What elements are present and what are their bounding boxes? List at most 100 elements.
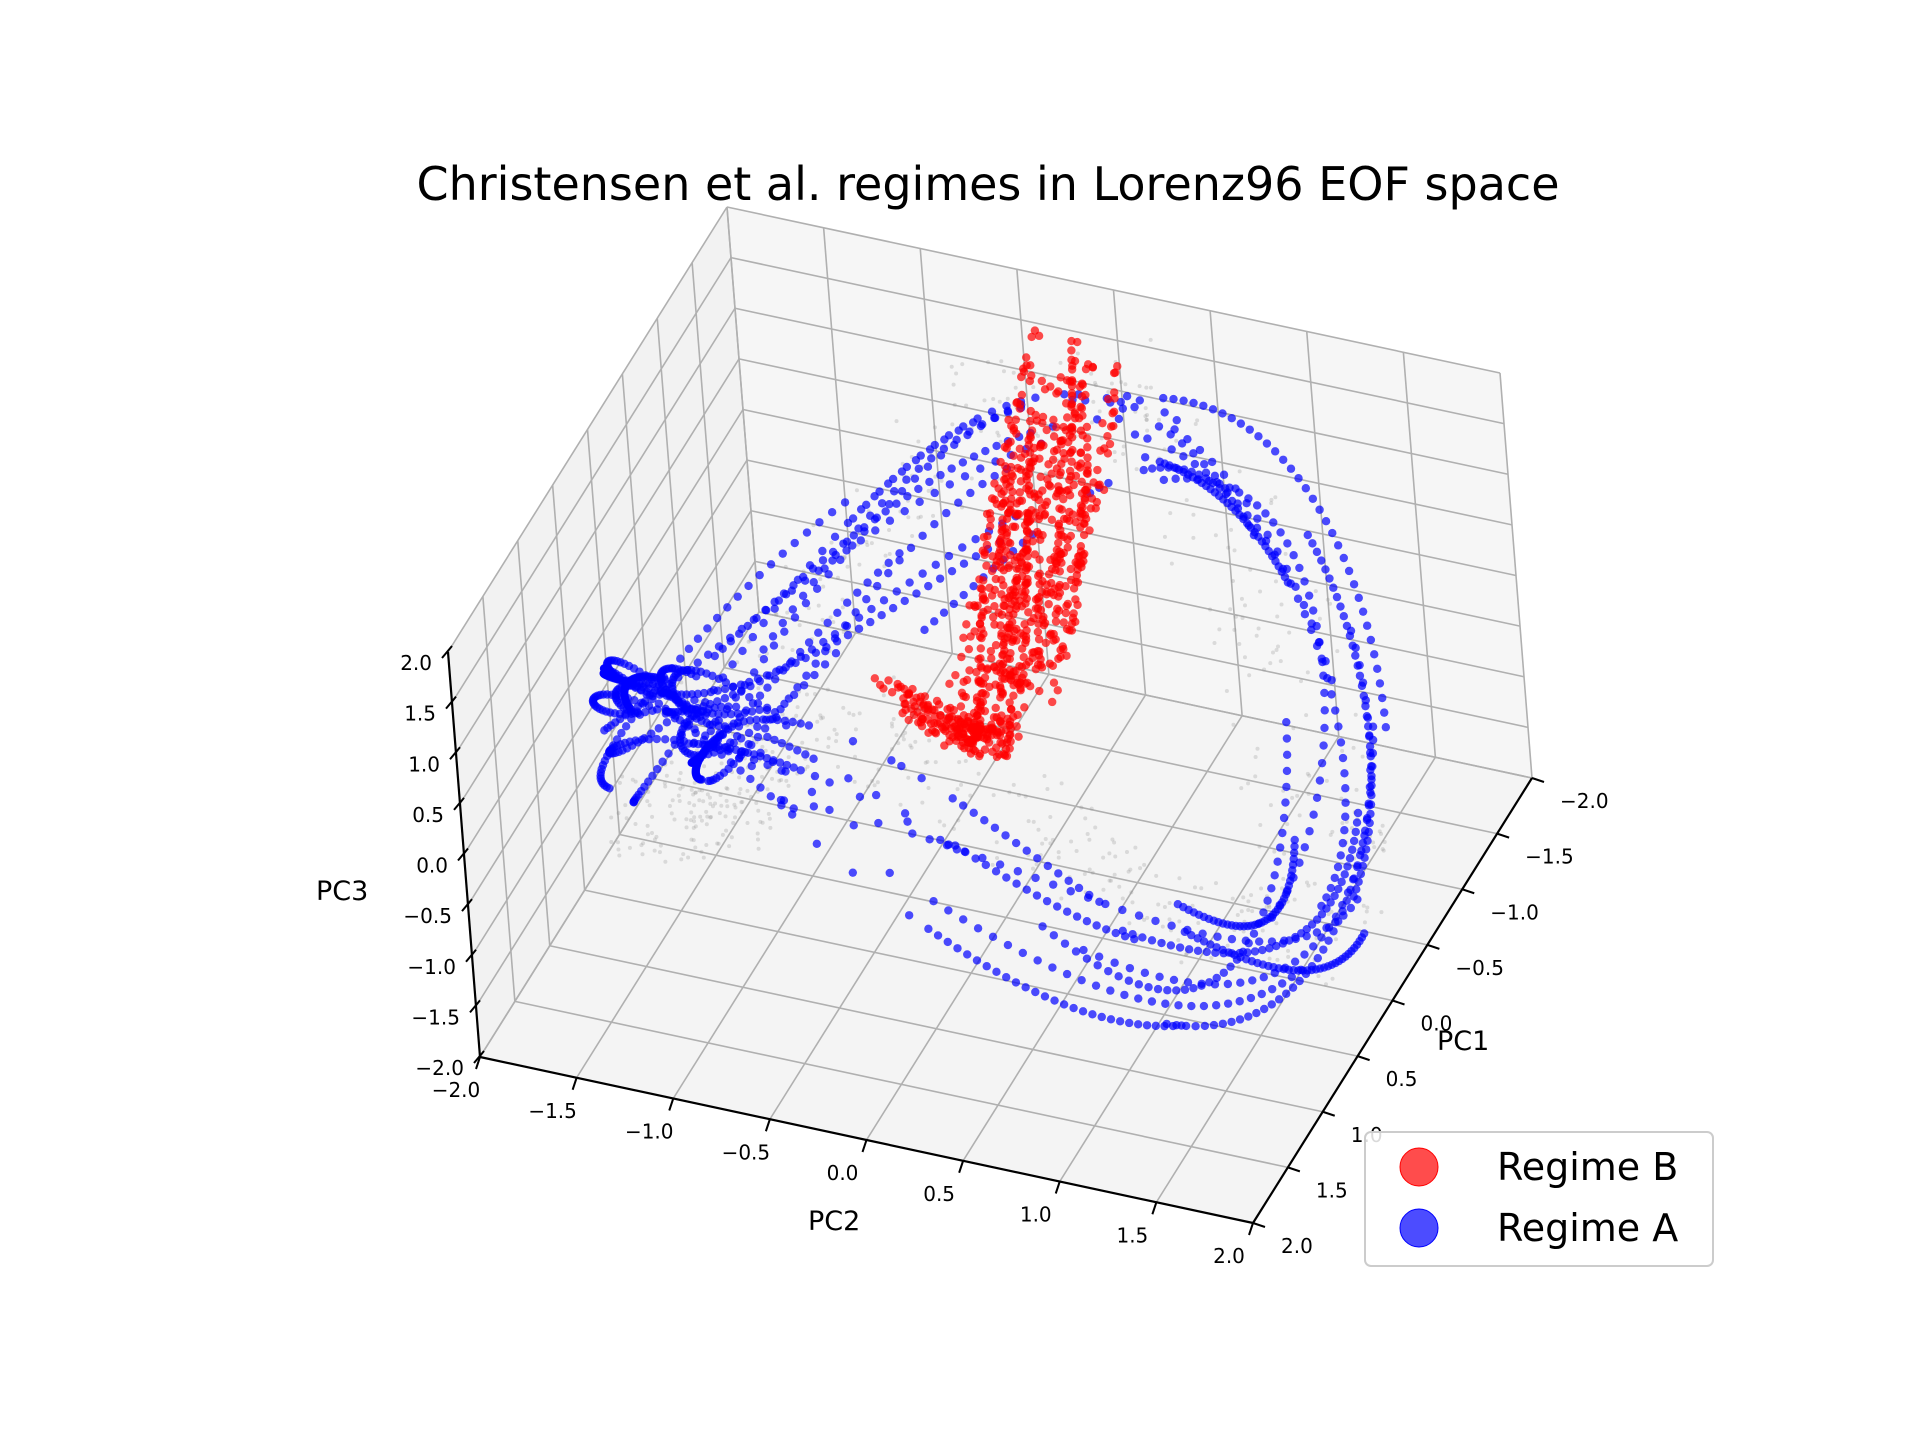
regime-b-point (1009, 633, 1018, 643)
regime-a-point (1200, 1021, 1210, 1031)
regime-a-point (1353, 661, 1362, 670)
regime-a-point (870, 515, 880, 524)
background-point (896, 741, 901, 746)
regime-b-point (1033, 594, 1043, 603)
regime-a-point (1011, 978, 1021, 987)
regime-b-point (899, 694, 908, 703)
regime-a-point (973, 924, 983, 933)
regime-a-point (772, 713, 781, 722)
background-point (906, 515, 911, 520)
z-tick-label: 2.0 (400, 651, 432, 675)
regime-a-point (1104, 478, 1113, 488)
background-point (1107, 851, 1112, 856)
background-point (889, 721, 894, 726)
regime-a-point (1226, 962, 1235, 971)
regime-b-point (996, 621, 1005, 630)
background-point (1246, 907, 1251, 912)
regime-a-point (1022, 846, 1031, 855)
chart-title: Christensen et al. regimes in Lorenz96 E… (417, 157, 1560, 211)
regime-a-point (637, 735, 647, 744)
z-tick (449, 746, 461, 760)
regime-b-point (1054, 538, 1063, 548)
regime-a-point (818, 546, 827, 556)
regime-b-point (1062, 376, 1072, 385)
regime-b-point (1076, 426, 1086, 435)
background-point (1360, 754, 1365, 759)
background-point (1101, 887, 1106, 892)
background-point (933, 760, 938, 765)
regime-b-point (1000, 442, 1010, 452)
regime-b-point (1071, 595, 1080, 604)
regime-a-point (1124, 976, 1134, 985)
regime-a-point (872, 581, 882, 591)
regime-a-point (1106, 1015, 1116, 1024)
regime-a-point (1003, 408, 1013, 417)
regime-b-point (1113, 362, 1122, 371)
background-point (738, 787, 743, 792)
y-tick-label: 2.0 (1213, 1244, 1245, 1268)
regime-a-point (1110, 958, 1119, 967)
grid-line (730, 256, 1505, 425)
background-point (760, 820, 765, 825)
regime-a-point (1227, 414, 1236, 423)
regime-a-point (1111, 928, 1120, 938)
regime-b-point (1031, 664, 1041, 674)
regime-b-point (1111, 368, 1120, 377)
background-point (852, 779, 857, 784)
regime-a-point (1279, 813, 1289, 823)
background-point (1299, 679, 1304, 684)
regime-a-point (877, 499, 887, 508)
regime-a-point (1022, 885, 1031, 894)
background-point (1108, 878, 1113, 883)
regime-a-point (1161, 999, 1170, 1008)
regime-b-point (1044, 460, 1053, 469)
regime-b-point (976, 584, 985, 593)
regime-a-point (787, 657, 796, 666)
background-point (797, 623, 802, 628)
regime-a-point (936, 451, 946, 460)
regime-a-point (860, 523, 869, 532)
regime-a-point (1308, 539, 1317, 548)
regime-a-point (1043, 861, 1053, 871)
regime-a-point (755, 691, 765, 700)
background-point (1242, 655, 1247, 660)
regime-a-point (693, 634, 703, 643)
regime-a-point (1362, 621, 1372, 630)
regime-a-point (933, 931, 943, 940)
regime-a-point (943, 937, 952, 947)
background-point (700, 788, 705, 793)
regime-a-point (1088, 1010, 1097, 1019)
regime-a-point (726, 709, 736, 719)
regime-b-point (964, 712, 973, 722)
regime-a-point (1359, 691, 1369, 701)
regime-a-point (905, 578, 914, 587)
regime-b-point (1071, 517, 1080, 527)
regime-a-point (743, 621, 752, 631)
regime-a-point (1172, 986, 1181, 995)
background-point (1190, 903, 1195, 908)
regime-b-point (1005, 698, 1014, 707)
regime-a-point (1342, 621, 1352, 631)
regime-a-point (766, 560, 776, 569)
regime-b-point (1033, 627, 1043, 637)
regime-a-point (703, 650, 713, 659)
background-point (1121, 452, 1126, 457)
regime-a-point (1267, 884, 1276, 893)
regime-b-point (1093, 465, 1102, 475)
regime-a-point (1077, 975, 1086, 985)
background-point (1145, 428, 1150, 433)
regime-a-point (1223, 999, 1233, 1008)
background-point (1381, 848, 1386, 853)
regime-a-point (1338, 838, 1348, 848)
regime-a-point (1365, 732, 1374, 741)
regime-a-point (848, 736, 858, 746)
regime-a-point (1031, 987, 1040, 997)
background-point (1143, 406, 1148, 411)
regime-b-point (909, 710, 919, 720)
y-tick-label: −2.0 (432, 1078, 481, 1102)
regime-a-point (1180, 985, 1190, 994)
grid-line (463, 409, 744, 855)
regime-b-point (1011, 415, 1021, 424)
background-point (680, 784, 685, 789)
